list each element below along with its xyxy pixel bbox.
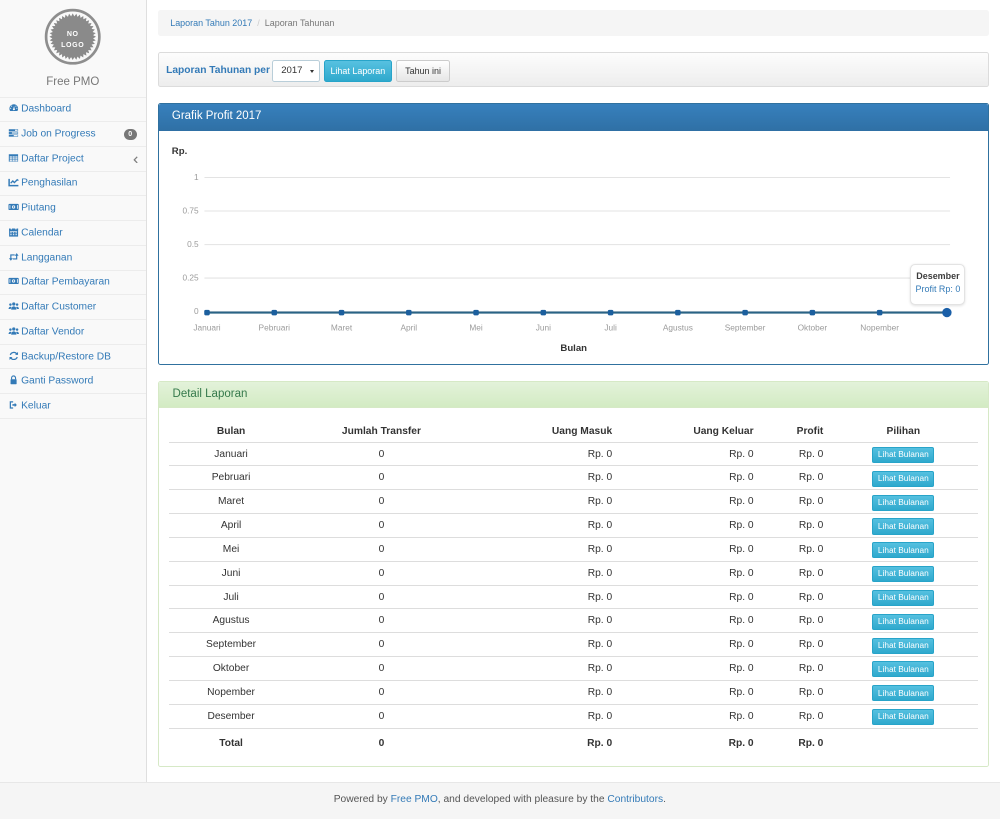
svg-text:0.5: 0.5 <box>187 239 199 249</box>
svg-text:Agustus: Agustus <box>663 322 693 332</box>
svg-text:Mei: Mei <box>469 322 483 332</box>
svg-text:Oktober: Oktober <box>798 322 828 332</box>
svg-text:Januari: Januari <box>193 322 220 332</box>
svg-text:0.25: 0.25 <box>183 272 200 282</box>
svg-text:September: September <box>725 322 766 332</box>
svg-text:Rp.: Rp. <box>172 146 187 157</box>
svg-text:1: 1 <box>194 172 199 182</box>
svg-text:0.75: 0.75 <box>183 205 200 215</box>
svg-text:Maret: Maret <box>331 322 353 332</box>
svg-text:April: April <box>401 322 418 332</box>
svg-text:Juli: Juli <box>604 322 617 332</box>
svg-text:NO: NO <box>67 31 79 38</box>
svg-text:Bulan: Bulan <box>560 343 587 354</box>
svg-text:LOGO: LOGO <box>61 42 84 49</box>
svg-text:Juni: Juni <box>536 322 551 332</box>
svg-text:0: 0 <box>194 306 199 316</box>
svg-text:Nopember: Nopember <box>860 322 899 332</box>
svg-text:Pebruari: Pebruari <box>259 322 291 332</box>
